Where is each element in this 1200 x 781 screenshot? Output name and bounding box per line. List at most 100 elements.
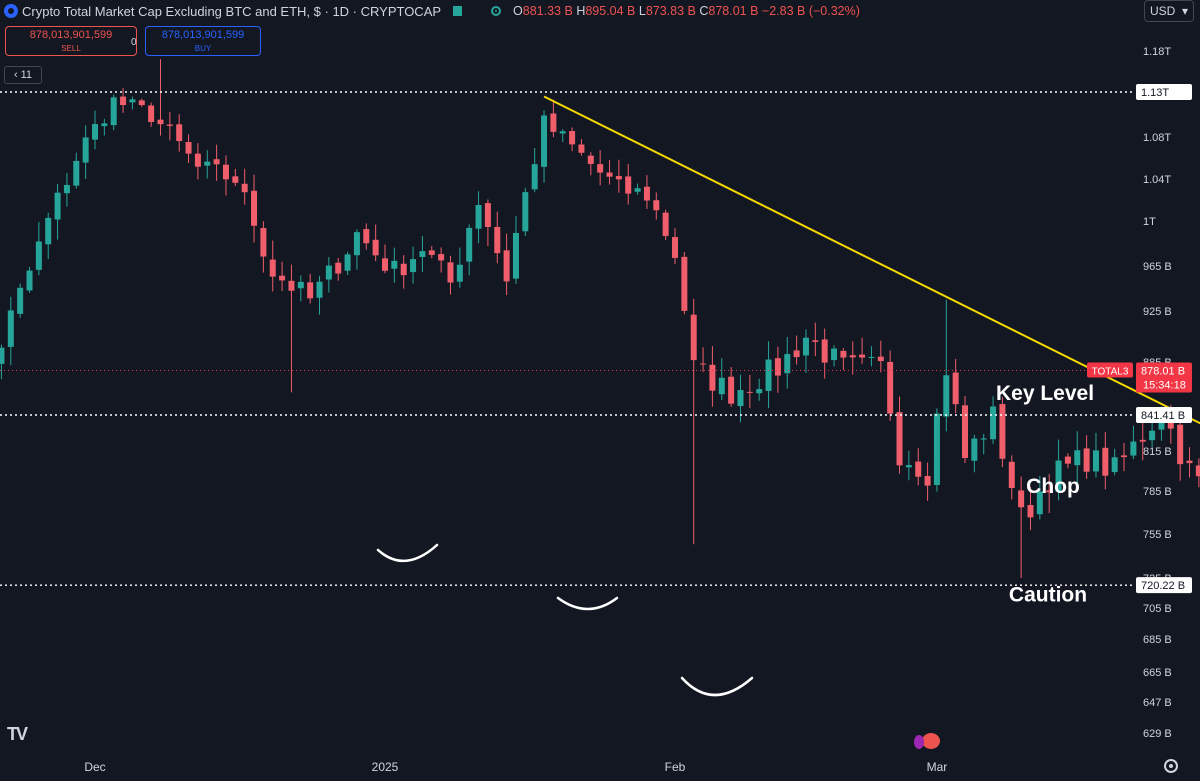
- candle-body: [297, 281, 304, 289]
- candle-body: [1092, 450, 1099, 472]
- candle-body: [672, 237, 678, 258]
- candle-body: [269, 259, 276, 277]
- overlay-layer: Key Level Chop Caution: [0, 91, 1200, 697]
- us-flag-events-icon[interactable]: [914, 731, 942, 751]
- candle-body: [512, 232, 519, 279]
- candle-body: [1008, 461, 1015, 489]
- candle-body: [868, 356, 875, 358]
- candle-body: [54, 192, 61, 220]
- candle-body: [728, 376, 735, 404]
- candle-body: [176, 124, 183, 142]
- candle-body: [1111, 457, 1118, 473]
- candle-body: [1177, 424, 1184, 465]
- candle-body: [325, 265, 332, 280]
- candle-body: [578, 144, 585, 153]
- candle-body: [700, 363, 707, 365]
- y-tick-label: 785 B: [1143, 486, 1172, 498]
- candle-body: [681, 256, 688, 311]
- candle-body: [615, 176, 622, 180]
- countdown-label: 15:34:18: [1143, 379, 1186, 391]
- high-label: H: [576, 4, 586, 18]
- candle-body: [204, 161, 211, 166]
- candle-body: [821, 339, 828, 363]
- market-status-icon: [453, 6, 463, 16]
- support-arc-annotation: [556, 596, 619, 611]
- annotation-label: Caution: [1009, 584, 1087, 607]
- candle-body: [606, 172, 613, 177]
- candle-body: [73, 160, 80, 186]
- chevron-down-icon: ▾: [1181, 4, 1188, 18]
- candle-body: [0, 347, 5, 364]
- support-arc-annotation: [376, 543, 439, 563]
- level-axis-label: 841.41 B: [1141, 410, 1185, 422]
- currency-selector[interactable]: USD ▾: [1144, 0, 1194, 22]
- symbol-title[interactable]: Crypto Total Market Cap Excluding BTC an…: [22, 3, 442, 19]
- y-tick-label: 925 B: [1143, 306, 1172, 318]
- trendline: [543, 95, 1200, 425]
- candle-body: [662, 212, 669, 236]
- y-tick-label: 1.08T: [1143, 132, 1171, 144]
- tradingview-logo[interactable]: TV: [7, 724, 28, 744]
- annotation-label: Chop: [1026, 475, 1080, 498]
- candle-body: [7, 310, 14, 347]
- candle-body: [1018, 490, 1025, 508]
- cryptocap-logo-icon: [4, 4, 18, 18]
- candle-body: [45, 217, 52, 245]
- candle-body: [999, 404, 1006, 459]
- candle-body: [709, 364, 716, 391]
- indicators-toggle[interactable]: ‹ 11: [4, 66, 42, 84]
- candle-body: [933, 413, 940, 486]
- candle-body: [1074, 450, 1081, 466]
- candle-body: [971, 438, 978, 461]
- candle-body: [110, 97, 117, 126]
- candle-body: [194, 153, 201, 167]
- annotation-label: Key Level: [996, 382, 1094, 405]
- candle-body: [494, 226, 501, 254]
- y-tick-label: 755 B: [1143, 529, 1172, 541]
- candles-layer: [0, 59, 1200, 578]
- candle-body: [774, 358, 781, 376]
- candle-body: [840, 350, 847, 358]
- candle-body: [35, 241, 42, 270]
- candle-body: [185, 142, 192, 154]
- buy-button[interactable]: 878,013,901,599 BUY: [145, 26, 261, 56]
- candle-body: [896, 412, 903, 466]
- price-badge: [1136, 362, 1192, 393]
- candle-body: [456, 264, 463, 282]
- candle-body: [166, 124, 173, 126]
- high-value: 895.04 B: [585, 4, 636, 18]
- candle-body: [1102, 447, 1109, 476]
- sell-button[interactable]: 878,013,901,599 SELL: [5, 26, 137, 56]
- candle-body: [531, 164, 538, 190]
- y-tick-label: 1T: [1143, 216, 1156, 228]
- candle-body: [447, 262, 454, 283]
- candle-body: [344, 254, 351, 271]
- chart-header: Crypto Total Market Cap Excluding BTC an…: [4, 2, 860, 20]
- gear-icon[interactable]: [1164, 759, 1178, 773]
- support-arc-annotation: [680, 676, 754, 697]
- candle-body: [559, 131, 566, 134]
- candle-body: [915, 461, 922, 477]
- buy-label: BUY: [194, 44, 212, 53]
- indicators-count: 11: [20, 69, 33, 81]
- candle-body: [82, 137, 89, 163]
- y-tick-label: 665 B: [1143, 667, 1172, 679]
- ohlc-readout: O881.33 B H895.04 B L873.83 B C878.01 B …: [513, 4, 860, 18]
- open-value: 881.33 B: [522, 4, 573, 18]
- candle-body: [138, 100, 145, 106]
- candle-body: [597, 164, 604, 173]
- candle-body: [718, 377, 725, 395]
- y-tick-label: 705 B: [1143, 603, 1172, 615]
- candle-body: [484, 203, 491, 227]
- candle-body: [849, 355, 856, 358]
- level-axis-badge: [1136, 577, 1192, 594]
- candle-body: [241, 183, 248, 193]
- candle-body: [943, 375, 950, 417]
- price-badge-label: 878.01 B: [1141, 365, 1185, 377]
- candle-body: [587, 155, 594, 164]
- level-axis-badge: [1136, 407, 1192, 423]
- candle-body: [466, 227, 473, 262]
- candle-body: [980, 438, 987, 440]
